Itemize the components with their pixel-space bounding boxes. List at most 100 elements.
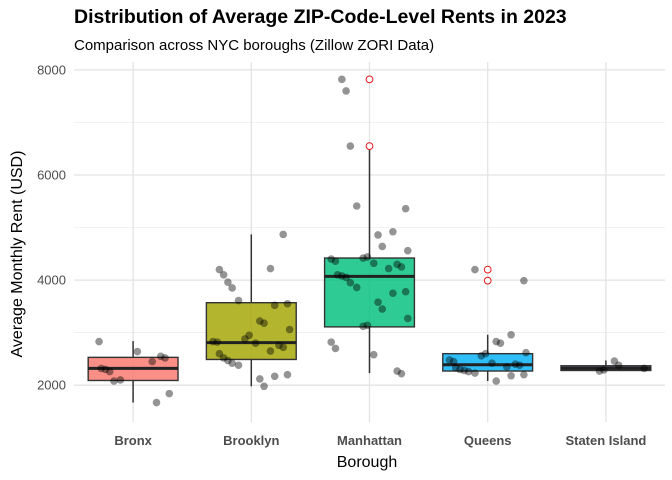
data-point bbox=[369, 259, 378, 268]
data-point bbox=[215, 349, 224, 358]
data-point bbox=[97, 364, 105, 373]
data-point bbox=[471, 369, 479, 377]
chart-subtitle: Comparison across NYC boroughs (Zillow Z… bbox=[74, 37, 435, 54]
data-point bbox=[228, 359, 236, 367]
data-point bbox=[256, 375, 264, 383]
data-point bbox=[152, 398, 161, 407]
y-axis-label: Average Monthly Rent (USD) bbox=[9, 151, 26, 358]
data-point bbox=[403, 314, 412, 323]
y-tick-label: 2000 bbox=[37, 378, 66, 393]
data-point bbox=[393, 367, 401, 375]
data-point bbox=[342, 87, 350, 95]
data-point bbox=[346, 142, 355, 150]
data-point bbox=[363, 321, 372, 330]
outlier-point bbox=[365, 142, 374, 150]
data-point bbox=[378, 242, 387, 251]
data-point bbox=[148, 357, 157, 366]
data-point bbox=[492, 377, 501, 385]
data-point bbox=[496, 339, 505, 347]
data-point bbox=[507, 330, 515, 339]
data-point bbox=[215, 265, 224, 274]
box-brooklyn bbox=[205, 302, 297, 361]
data-point bbox=[449, 357, 458, 366]
box-queens bbox=[442, 352, 534, 372]
data-point bbox=[359, 322, 367, 331]
data-point bbox=[116, 376, 125, 384]
data-point bbox=[224, 278, 232, 287]
x-axis-label: Borough bbox=[337, 454, 398, 471]
chart-title: Distribution of Average ZIP-Code-Level R… bbox=[74, 6, 567, 28]
data-point bbox=[251, 339, 260, 347]
data-point bbox=[95, 337, 103, 346]
data-point bbox=[338, 75, 346, 84]
data-point bbox=[352, 283, 361, 292]
data-point bbox=[352, 202, 361, 210]
data-point bbox=[363, 253, 372, 261]
data-point bbox=[520, 276, 528, 285]
box-layer bbox=[87, 75, 652, 403]
y-tick-label: 4000 bbox=[37, 273, 66, 288]
data-point bbox=[338, 272, 346, 280]
data-point bbox=[224, 356, 232, 365]
outlier-point bbox=[483, 276, 492, 285]
data-point bbox=[209, 337, 217, 346]
data-point bbox=[610, 357, 619, 365]
data-point bbox=[327, 338, 336, 346]
data-point bbox=[285, 325, 294, 334]
data-point bbox=[266, 347, 275, 355]
data-point bbox=[270, 301, 279, 310]
data-point bbox=[331, 257, 340, 265]
x-tick-label: Staten Island bbox=[565, 433, 646, 448]
data-point bbox=[359, 254, 367, 262]
data-point bbox=[640, 364, 648, 373]
data-point bbox=[403, 246, 412, 255]
data-point bbox=[445, 356, 454, 364]
data-point bbox=[488, 359, 496, 367]
data-point bbox=[105, 367, 114, 376]
data-point bbox=[595, 367, 604, 375]
data-point bbox=[275, 341, 283, 350]
data-point bbox=[156, 352, 165, 361]
data-point bbox=[520, 370, 528, 379]
data-point bbox=[515, 361, 524, 370]
data-point bbox=[110, 377, 118, 385]
data-point bbox=[346, 278, 355, 287]
outlier-point bbox=[483, 265, 492, 274]
data-point bbox=[256, 317, 264, 325]
data-point bbox=[374, 231, 382, 239]
data-point bbox=[283, 370, 292, 379]
data-point bbox=[327, 255, 336, 263]
data-point bbox=[481, 349, 490, 358]
y-tick-label: 8000 bbox=[37, 62, 66, 77]
data-point bbox=[522, 348, 530, 357]
data-point bbox=[401, 204, 410, 213]
data-point bbox=[241, 335, 249, 343]
data-point bbox=[283, 299, 292, 308]
data-point bbox=[279, 230, 288, 239]
data-point bbox=[397, 369, 406, 378]
data-point bbox=[401, 287, 410, 296]
data-point bbox=[266, 264, 275, 273]
data-point bbox=[614, 361, 623, 370]
data-point bbox=[279, 343, 288, 352]
data-point bbox=[342, 273, 350, 282]
data-point bbox=[389, 289, 397, 298]
x-tick-label: Manhattan bbox=[337, 433, 402, 448]
data-point bbox=[456, 365, 464, 374]
data-point bbox=[133, 347, 142, 356]
data-point bbox=[471, 265, 479, 274]
data-point bbox=[397, 263, 406, 271]
data-point bbox=[503, 363, 511, 371]
data-point bbox=[389, 227, 397, 236]
data-point bbox=[101, 365, 110, 374]
data-point bbox=[270, 372, 279, 381]
x-tick-label: Queens bbox=[464, 433, 512, 448]
data-point bbox=[464, 367, 473, 376]
data-point bbox=[331, 344, 340, 353]
data-point bbox=[511, 360, 520, 368]
data-point bbox=[260, 319, 268, 327]
outlier-point bbox=[365, 75, 374, 84]
axis-layer: 2000 4000 6000 8000 Bronx Brooklyn Manhattan Qu… bbox=[37, 62, 646, 448]
data-point bbox=[245, 331, 253, 340]
